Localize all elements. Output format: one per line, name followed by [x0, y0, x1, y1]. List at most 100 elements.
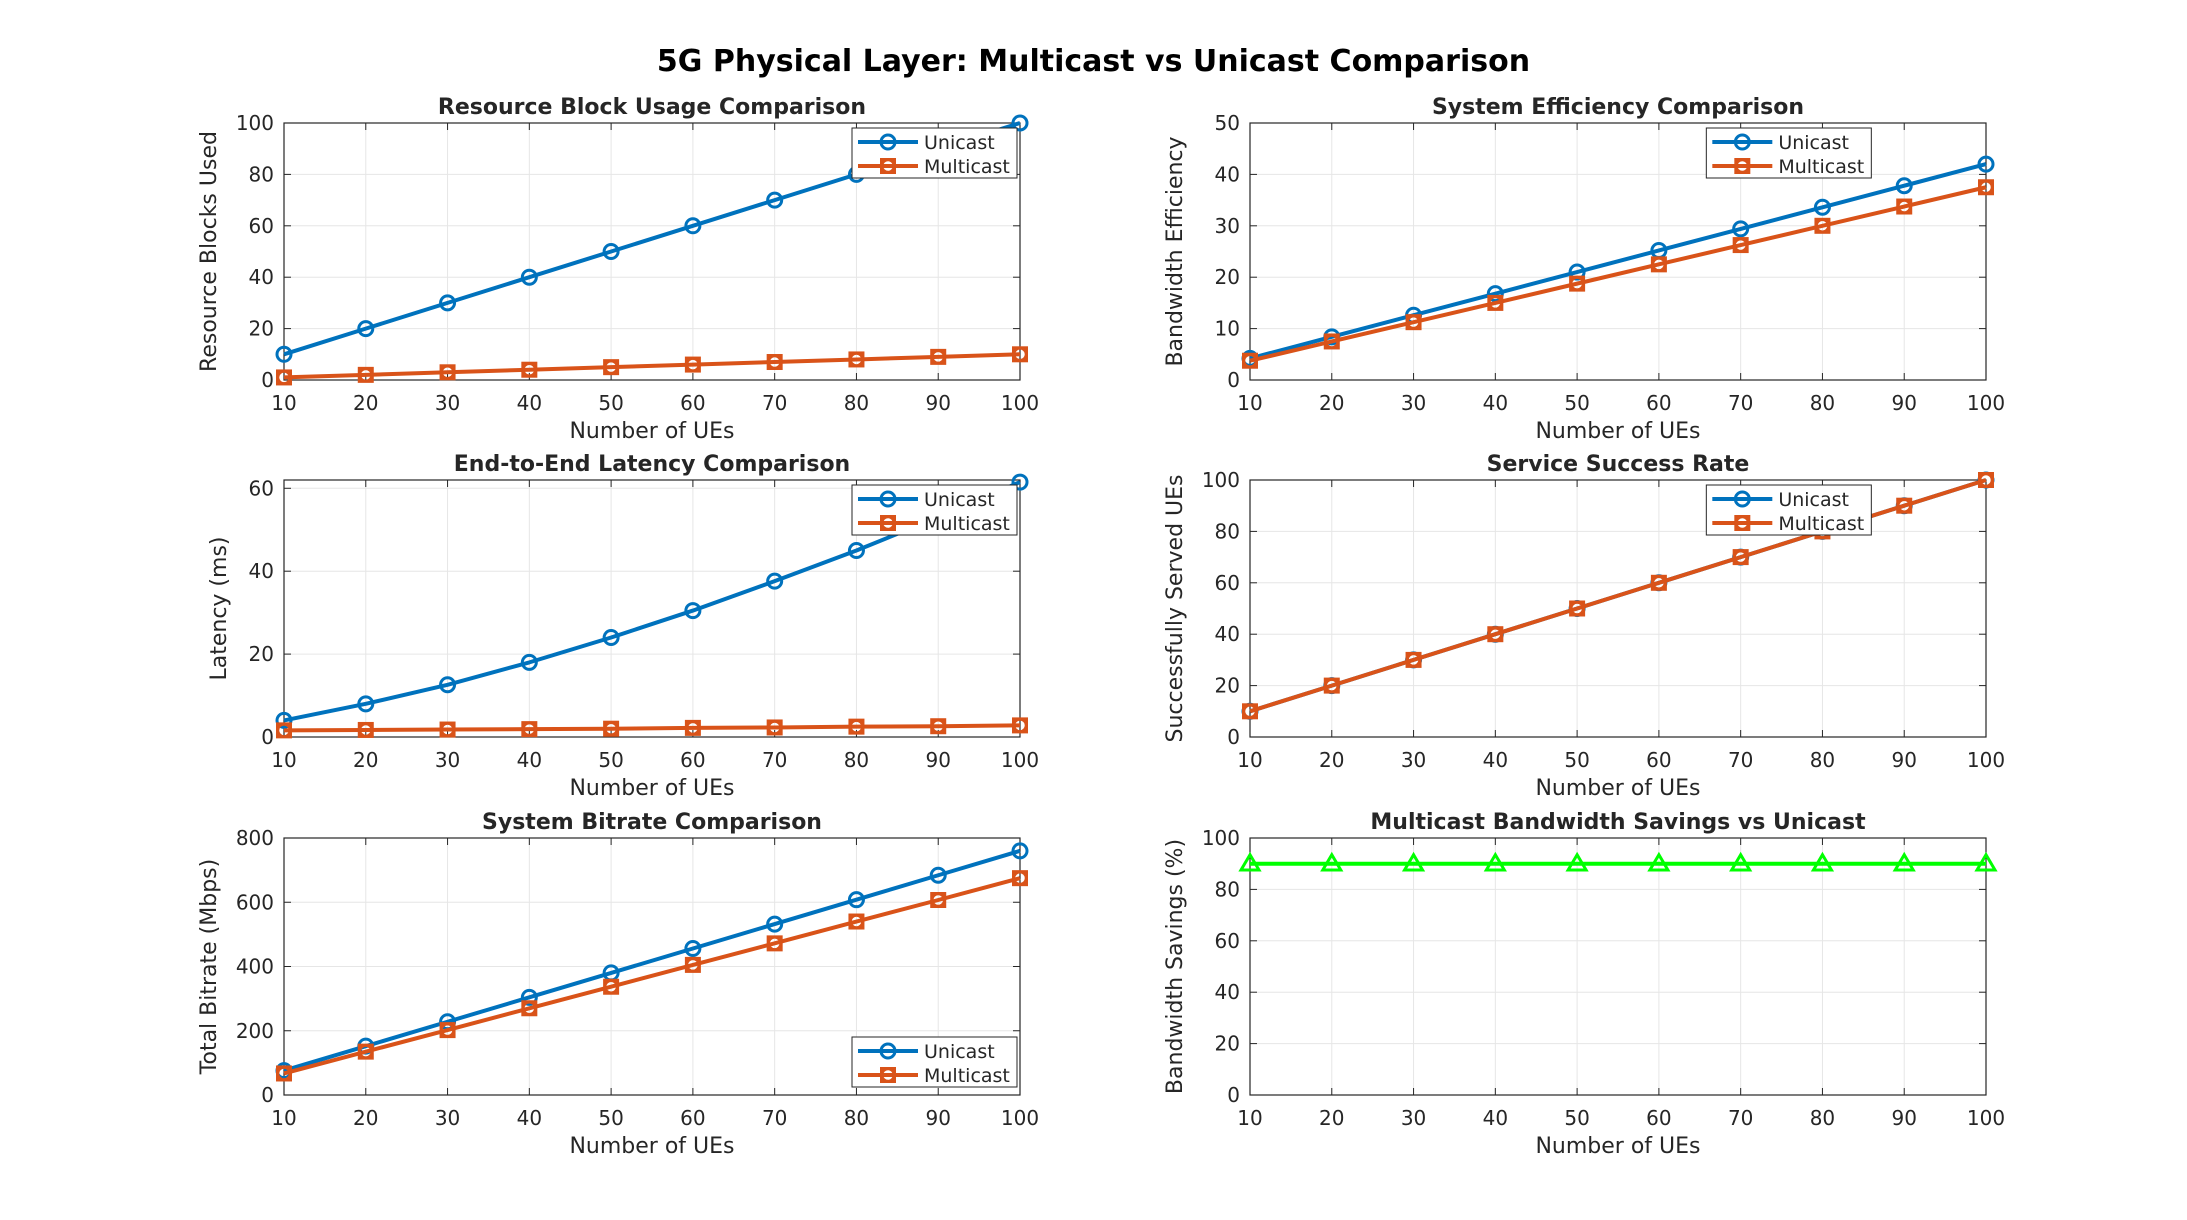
data-point-ring [767, 720, 782, 735]
subplot-title: System Efficiency Comparison [1432, 95, 1804, 120]
data-point-ring [440, 365, 455, 380]
data-point-ring [1651, 575, 1667, 591]
series-line [283, 723, 1021, 733]
y-axis-label: Total Bitrate (Mbps) [197, 859, 222, 1075]
data-point-ring [358, 367, 374, 383]
x-tick-label: 70 [1728, 1106, 1753, 1130]
series-line [283, 848, 1021, 1073]
subplot-rb: 10 20 30 40 50 60 70 80 90 100 0 20 40 60 80 100 Resourc… [197, 95, 1039, 444]
axes-box [283, 122, 1021, 381]
data-point-ring [603, 721, 619, 736]
y-tick-label: 60 [1215, 929, 1240, 953]
y-tick-label: 100 [1202, 826, 1240, 850]
x-tick-label: 80 [844, 748, 869, 772]
x-tick-label: 70 [1728, 748, 1753, 772]
legend-label: Multicast [924, 156, 1010, 178]
subplot-title: System Bitrate Comparison [482, 810, 822, 835]
y-axis-label: Bandwidth Savings (%) [1163, 839, 1188, 1094]
legend-label: Multicast [1778, 156, 1864, 178]
y-tick-label: 80 [1215, 519, 1240, 543]
subplot-bit: 10 20 30 40 50 60 70 80 90 100 0 200 400 600 800 System… [197, 810, 1039, 1159]
x-tick-label: 20 [1319, 391, 1344, 415]
y-axis-label: Resource Blocks Used [197, 131, 222, 372]
x-tick-label: 90 [925, 748, 950, 772]
data-point [1565, 851, 1589, 872]
x-axis-label: Number of UEs [1535, 776, 1700, 801]
plot-area [1250, 123, 1986, 380]
data-point-ring [685, 357, 701, 372]
data-point [602, 243, 620, 260]
y-tick-label: 400 [236, 955, 274, 979]
data-point-ring [522, 362, 537, 377]
x-tick-label: 10 [271, 1106, 296, 1130]
data-point-ring [1978, 472, 1994, 488]
subplot-title: End-to-End Latency Comparison [454, 452, 850, 477]
data-point [1892, 851, 1916, 872]
y-tick-label: 20 [1215, 1032, 1240, 1056]
data-point [1401, 851, 1426, 872]
x-tick-label: 80 [1810, 1106, 1835, 1130]
y-tick-label: 30 [1215, 214, 1240, 238]
data-point [1813, 198, 1831, 216]
data-point-ring [603, 979, 619, 994]
x-tick-label: 20 [1319, 1106, 1344, 1130]
data-point-ring [276, 723, 292, 738]
y-tick-label: 20 [249, 642, 274, 666]
data-point-ring [1896, 498, 1912, 513]
data-point-ring [1735, 515, 1750, 531]
x-tick-label: 60 [680, 391, 705, 415]
x-tick-label: 50 [1564, 1106, 1589, 1130]
axes-box [283, 479, 1021, 738]
data-point-ring [603, 359, 619, 375]
data-point-ring [1488, 626, 1503, 642]
x-tick-label: 40 [517, 1106, 542, 1130]
y-tick-label: 0 [261, 1083, 274, 1107]
data-point-ring [1012, 347, 1028, 362]
y-axis-label: Successfully Served UEs [1163, 474, 1188, 742]
x-tick-label: 50 [598, 391, 623, 415]
x-tick-label: 30 [435, 1106, 460, 1130]
x-tick-label: 70 [762, 1106, 787, 1130]
data-point [275, 711, 293, 729]
legend-label: Multicast [1778, 513, 1864, 535]
legend-box [851, 484, 1018, 536]
data-point [879, 490, 897, 508]
data-point [357, 320, 375, 338]
y-axis-label: Bandwidth Efficiency [1163, 136, 1188, 366]
data-point [439, 676, 457, 694]
data-point [1647, 851, 1671, 872]
subplot-lat: 10 20 30 40 50 60 70 80 90 100 0 20 40 60 End-to-End L… [207, 452, 1039, 801]
x-tick-label: 30 [1401, 748, 1426, 772]
data-point [1486, 285, 1504, 303]
x-tick-label: 50 [598, 1106, 623, 1130]
data-point-ring [1012, 718, 1028, 733]
x-axis-label: Number of UEs [1535, 1134, 1700, 1159]
data-point [1974, 851, 1998, 872]
data-point [766, 191, 784, 209]
data-point [602, 629, 620, 647]
data-point [1011, 114, 1029, 132]
data-point [1977, 155, 1995, 173]
data-point-ring [1569, 276, 1585, 291]
x-tick-label: 20 [353, 391, 378, 415]
x-axis-label: Number of UEs [569, 776, 734, 801]
data-point-ring [849, 914, 864, 929]
data-point [275, 345, 293, 363]
data-point [847, 541, 865, 559]
axes-box [1249, 837, 1987, 1096]
data-point [766, 572, 784, 590]
data-point [1011, 842, 1029, 860]
x-tick-label: 60 [680, 748, 705, 772]
y-tick-label: 0 [1227, 368, 1240, 392]
x-tick-label: 60 [680, 1106, 705, 1130]
x-tick-label: 90 [925, 1106, 950, 1130]
data-point-ring [1651, 257, 1667, 272]
y-tick-label: 60 [249, 476, 274, 500]
x-tick-label: 40 [517, 391, 542, 415]
